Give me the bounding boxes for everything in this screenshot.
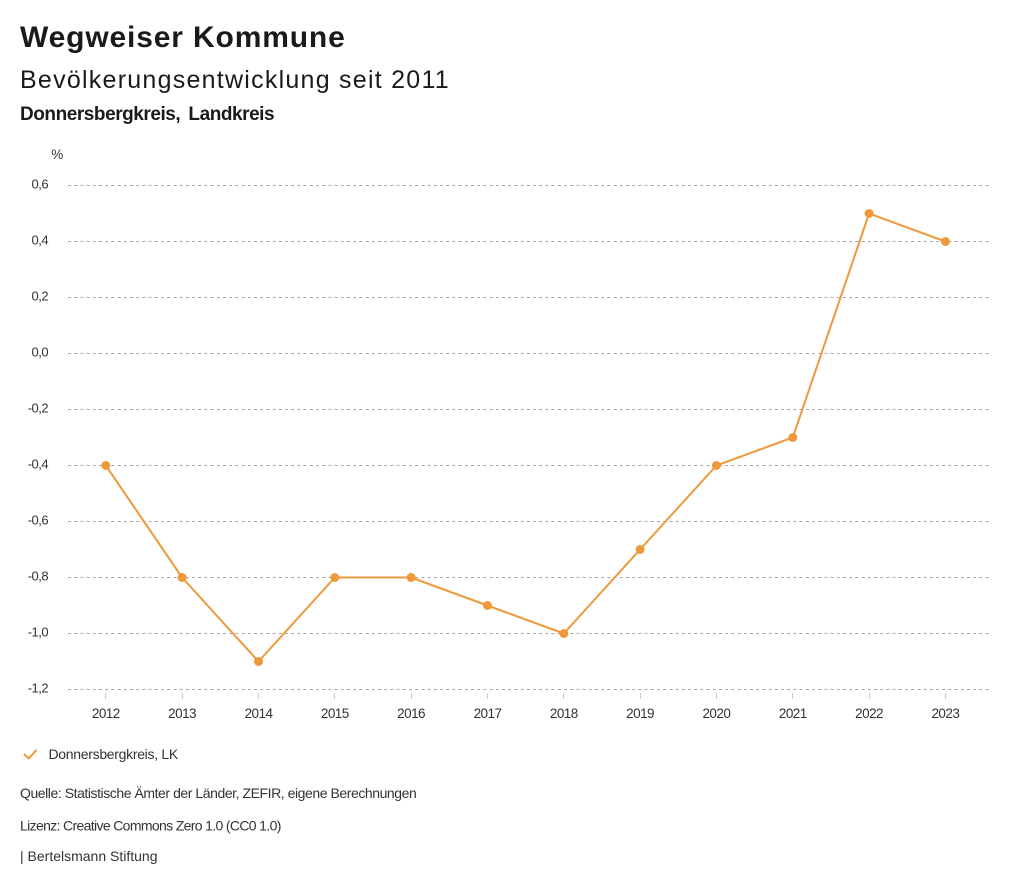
svg-text:2023: 2023 [931, 706, 959, 721]
svg-text:-0,8: -0,8 [28, 568, 49, 583]
svg-text:0,0: 0,0 [32, 344, 49, 359]
svg-text:2016: 2016 [397, 706, 425, 721]
svg-text:-1,0: -1,0 [28, 624, 49, 639]
svg-text:2013: 2013 [168, 706, 196, 721]
svg-text:2015: 2015 [321, 706, 349, 721]
svg-text:-0,6: -0,6 [28, 512, 49, 527]
svg-text:2012: 2012 [92, 706, 120, 721]
svg-text:%: % [51, 147, 63, 162]
svg-text:2018: 2018 [550, 706, 578, 721]
svg-text:0,4: 0,4 [32, 232, 49, 247]
svg-text:-1,2: -1,2 [28, 680, 49, 695]
svg-text:0,2: 0,2 [32, 288, 49, 303]
svg-text:-0,4: -0,4 [28, 456, 49, 471]
svg-text:| Bertelsmann Stiftung: | Bertelsmann Stiftung [20, 848, 157, 864]
svg-text:Quelle: Statistische Ämter der: Quelle: Statistische Ämter der Länder, Z… [20, 785, 416, 801]
svg-text:2019: 2019 [626, 706, 654, 721]
svg-text:2014: 2014 [245, 706, 274, 721]
svg-text:Donnersbergkreis, LK: Donnersbergkreis, LK [49, 746, 179, 762]
svg-text:2022: 2022 [855, 706, 883, 721]
svg-text:-0,2: -0,2 [28, 400, 49, 415]
svg-text:0,6: 0,6 [32, 176, 49, 191]
svg-text:2017: 2017 [474, 706, 502, 721]
svg-text:2021: 2021 [779, 706, 807, 721]
svg-text:Lizenz: Creative Commons Zero: Lizenz: Creative Commons Zero 1.0 (CC0 1… [20, 818, 281, 834]
svg-text:2020: 2020 [702, 706, 730, 721]
